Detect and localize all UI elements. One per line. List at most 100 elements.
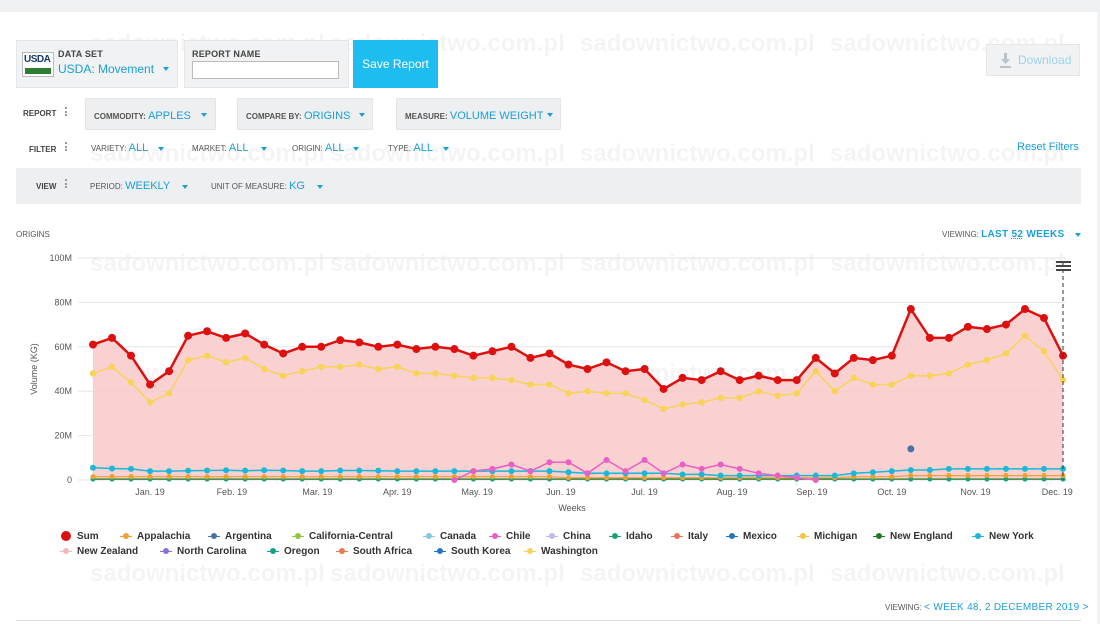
chevron-down-icon[interactable] bbox=[443, 146, 450, 151]
legend-item[interactable]: China bbox=[546, 531, 591, 542]
washington-point bbox=[812, 368, 819, 375]
chevron-down-icon[interactable] bbox=[201, 113, 207, 117]
reset-filters-link[interactable]: Reset Filters bbox=[1017, 141, 1079, 153]
chevron-down-icon[interactable] bbox=[1074, 232, 1081, 237]
viewing-range-select[interactable]: VIEWING: LAST 52 WEEKS bbox=[942, 229, 1081, 240]
legend-item[interactable]: New Zealand bbox=[60, 546, 138, 557]
report-row-menu-icon[interactable] bbox=[65, 107, 67, 118]
chevron-down-icon[interactable] bbox=[182, 184, 189, 189]
sum-point bbox=[602, 358, 611, 367]
measure-select[interactable]: MEASURE: Volume Weight bbox=[396, 98, 561, 130]
new-york-point bbox=[223, 467, 230, 474]
market-value[interactable]: All bbox=[228, 142, 249, 154]
view-row-menu-icon[interactable] bbox=[65, 179, 67, 190]
chevron-down-icon[interactable] bbox=[359, 113, 365, 117]
washington-point bbox=[717, 394, 724, 402]
period-value[interactable]: Weekly bbox=[125, 180, 171, 192]
sum-line bbox=[92, 306, 1065, 391]
legend-swatch bbox=[671, 532, 683, 540]
chile-point bbox=[660, 470, 667, 477]
legend-item[interactable]: Sum bbox=[60, 531, 99, 542]
compare-by-field[interactable]: COMPARE BY: Origins bbox=[246, 110, 350, 122]
appalachia-point bbox=[413, 474, 419, 480]
report-name-input[interactable] bbox=[192, 61, 339, 79]
new-york-point bbox=[945, 465, 952, 472]
legend-swatch bbox=[160, 547, 172, 555]
chevron-down-icon[interactable] bbox=[547, 113, 553, 117]
filter-row-menu-icon[interactable] bbox=[65, 142, 67, 153]
legend-label: North Carolina bbox=[177, 546, 247, 557]
legend-item[interactable]: North Carolina bbox=[160, 546, 246, 557]
x-tick-label: Aug. 19 bbox=[717, 487, 748, 497]
download-label[interactable]: Download bbox=[1018, 53, 1072, 67]
variety-value[interactable]: All bbox=[128, 142, 149, 154]
legend-item[interactable]: Idaho bbox=[609, 531, 653, 542]
origin-value[interactable]: All bbox=[324, 142, 345, 154]
dataset-value-wrap[interactable]: USDA: Movement bbox=[58, 60, 170, 78]
measure-value[interactable]: Volume Weight bbox=[449, 110, 544, 122]
legend-item[interactable]: Chile bbox=[489, 531, 530, 542]
sum-point bbox=[374, 342, 383, 351]
sum-point bbox=[355, 338, 364, 347]
legend-item[interactable]: Oregon bbox=[267, 546, 320, 557]
chevron-down-icon[interactable] bbox=[260, 146, 267, 151]
commodity-select[interactable]: COMMODITY: Apples bbox=[85, 98, 216, 130]
new-york-line bbox=[92, 467, 1063, 477]
compare-by-select[interactable]: COMPARE BY: Origins bbox=[237, 98, 373, 130]
download-button[interactable]: Download bbox=[986, 44, 1080, 76]
legend-label: Idaho bbox=[626, 531, 653, 542]
legend-item[interactable]: Italy bbox=[671, 531, 708, 542]
legend-item[interactable]: Canada bbox=[423, 531, 476, 542]
dataset-value[interactable]: USDA: Movement bbox=[58, 62, 155, 76]
week-navigator-value[interactable]: < WEEK 48, 2 DECEMBER 2019 > bbox=[924, 602, 1089, 613]
appalachia-point bbox=[527, 474, 533, 480]
new-york-point bbox=[147, 468, 154, 475]
save-report-button[interactable]: Save Report bbox=[353, 40, 438, 88]
legend-item[interactable]: South Africa bbox=[336, 546, 412, 557]
legend-swatch bbox=[60, 547, 72, 555]
unit-value[interactable]: KG bbox=[289, 180, 305, 192]
chevron-down-icon[interactable] bbox=[158, 146, 165, 151]
appalachia-point bbox=[870, 474, 876, 480]
legend-item[interactable]: Mexico bbox=[726, 531, 777, 542]
washington-point bbox=[260, 365, 268, 373]
sum-point bbox=[621, 367, 630, 376]
washington-point bbox=[907, 372, 915, 379]
washington-point bbox=[222, 359, 230, 366]
legend-item[interactable]: California-Central bbox=[292, 531, 393, 542]
appalachia-point bbox=[128, 474, 134, 480]
legend-item[interactable]: Michigan bbox=[797, 531, 857, 542]
legend-item[interactable]: Appalachia bbox=[120, 531, 190, 542]
commodity-value[interactable]: Apples bbox=[148, 110, 191, 122]
viewing-range-value[interactable]: LAST 52 WEEKS bbox=[981, 229, 1064, 240]
commodity-field[interactable]: COMMODITY: Apples bbox=[94, 110, 191, 122]
type-filter[interactable]: TYPE: All bbox=[388, 142, 450, 154]
unit-select[interactable]: UNIT OF MEASURE: KG bbox=[211, 180, 324, 192]
week-navigator[interactable]: VIEWING: < WEEK 48, 2 DECEMBER 2019 > bbox=[885, 602, 1089, 613]
legend-label: Appalachia bbox=[137, 531, 191, 542]
compare-by-value[interactable]: Origins bbox=[303, 110, 351, 122]
market-filter[interactable]: MARKET: All bbox=[192, 142, 267, 154]
legend-item[interactable]: New York bbox=[972, 531, 1034, 542]
x-tick-label: Jun. 19 bbox=[546, 487, 576, 497]
chevron-down-icon[interactable] bbox=[317, 184, 324, 189]
chevron-down-icon[interactable] bbox=[352, 146, 359, 151]
legend-item[interactable]: South Korea bbox=[434, 546, 510, 557]
legend-item[interactable]: New England bbox=[873, 531, 953, 542]
legend-item[interactable]: Washington bbox=[524, 546, 598, 557]
dataset-selector[interactable]: USDA DATA SET USDA: Movement bbox=[16, 40, 178, 88]
legend-item[interactable]: Argentina bbox=[208, 531, 272, 542]
measure-field[interactable]: MEASURE: Volume Weight bbox=[405, 110, 543, 122]
period-select[interactable]: PERIOD: Weekly bbox=[90, 180, 189, 192]
chile-point bbox=[679, 461, 686, 468]
appalachia-point bbox=[337, 474, 343, 480]
washington-point bbox=[565, 390, 572, 397]
legend-label: Mexico bbox=[743, 531, 777, 542]
origin-filter[interactable]: ORIGIN: All bbox=[292, 142, 359, 154]
appalachia-point bbox=[623, 475, 629, 481]
type-value[interactable]: All bbox=[413, 142, 433, 154]
washington-point bbox=[679, 401, 686, 408]
variety-filter[interactable]: VARIETY: All bbox=[91, 142, 165, 154]
chevron-down-icon[interactable] bbox=[163, 66, 170, 71]
